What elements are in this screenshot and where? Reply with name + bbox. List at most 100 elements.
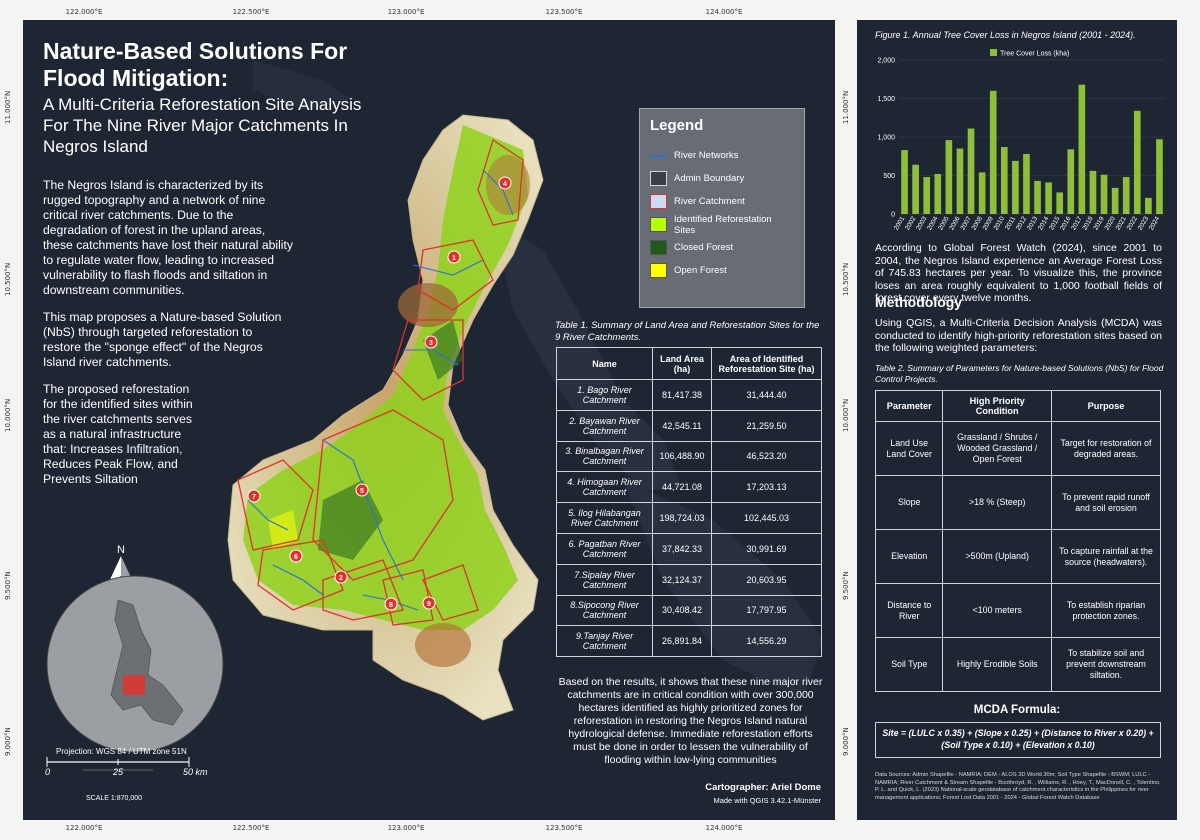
lon-label: 122.500°E [232,824,270,832]
catchment-marker-7[interactable]: 7 [247,489,261,503]
scale-label: 50 km [183,767,208,777]
bar-2023 [1145,197,1152,214]
lat-label: 9.000°N [842,727,850,756]
map-panel[interactable]: 1 2 3 4 5 6 7 8 9 N [23,20,835,820]
lon-label: 123.500°E [545,824,583,832]
table-row: 5. Ilog Hilabangan River Catchment 198,72… [556,502,822,534]
reforestation-swatch [650,217,667,232]
svg-text:9: 9 [427,601,431,608]
svg-text:1: 1 [452,255,456,262]
river-line-swatch [650,154,667,157]
bar-2008 [978,172,986,214]
lon-label: 124.000°E [705,824,743,832]
catchment-marker-3[interactable]: 3 [424,335,438,349]
bar-2016 [1067,149,1075,214]
table-header-row: Parameter High Priority Condition Purpos… [874,390,1161,422]
bar-2011 [1012,160,1019,214]
closed-forest [318,480,383,560]
data-sources: Data Sources: Admin Shapefile - NAMRIA; … [875,772,1161,801]
svg-text:N: N [117,544,125,556]
parameters-table: Parameter High Priority Condition Purpos… [874,390,1161,692]
bar-2018 [1089,170,1097,214]
table-row: 6. Pagatban River Catchment 37,842.33 30,9… [556,532,822,565]
scale-bar [46,757,190,771]
table-row: 2. Bayawan River Catchment 42,545.11 21,25… [556,409,822,442]
software-credit: Made with QGIS 3.42.1-Münster [713,796,821,805]
lon-label: 122.500°E [232,8,270,16]
legend: Legend River Networks Admin Boundary Riv… [639,108,805,308]
catchment-marker-8[interactable]: 8 [384,597,398,611]
bar-2014 [1045,182,1052,214]
bar-2004 [934,173,942,214]
map-title-block: Nature-Based Solutions For Flood Mitigat… [43,38,373,157]
svg-text:7: 7 [252,494,256,501]
legend-item-river-catchment: River Catchment [650,190,794,213]
table-header-row: Name Land Area (ha) Area of Identified R… [556,347,822,380]
table-row: Land Use Land Cover Grassland / Shrubs / … [874,421,1161,476]
table-row: 8.Sipocong River Catchment 30,408.42 17,79… [556,594,822,627]
legend-title: Legend [650,117,704,134]
bar-2009 [989,90,997,214]
legend-swatch [990,49,997,56]
scale-label: 25 [113,767,124,777]
catchment-swatch [650,194,667,209]
info-panel: Figure 1. Annual Tree Cover Loss in Negr… [857,20,1177,820]
methodology-text: Using QGIS, a Multi-Criteria Decision An… [875,317,1162,354]
y-tick-label: 1,000 [877,135,895,142]
legend-item-open-forest: Open Forest [650,259,794,282]
open-forest-swatch [650,263,667,278]
svg-text:2: 2 [339,575,343,582]
lat-label: 9.000°N [4,727,12,756]
catchment-marker-2[interactable]: 2 [334,570,348,584]
lat-label: 11.000°N [842,90,850,124]
bar-2020 [1111,187,1119,214]
tree-cover-loss-chart: 2001200220032004200520062007200820092010… [877,49,1165,232]
lon-label: 122.000°E [65,824,103,832]
lat-label: 10.000°N [4,398,12,432]
bar-2013 [1034,180,1041,214]
svg-text:6: 6 [294,554,298,561]
bar-2010 [1000,147,1008,214]
results-text: Based on the results, it shows that thes… [558,676,823,766]
lon-label: 123.500°E [545,8,583,16]
mcda-formula: Site = (LULC x 0.35) + (Slope x 0.25) + … [875,722,1161,758]
bar-2006 [956,148,964,214]
lon-label: 123.000°E [387,8,425,16]
svg-text:8: 8 [389,602,393,609]
river-network [247,169,514,611]
legend-item-admin-boundary: Admin Boundary [650,167,794,190]
map-subtitle: A Multi-Criteria Reforestation Site Anal… [43,95,362,156]
lat-label: 10.000°N [842,398,850,432]
table-row: Soil Type Highly Erodible Soils To stabili… [874,637,1161,692]
bar-2007 [967,128,975,214]
catchment-marker-5[interactable]: 5 [355,483,369,497]
closed-forest-swatch [650,240,667,255]
table1-caption: Table 1. Summary of Land Area and Refore… [555,320,820,343]
closed-forest [423,320,463,380]
bar-2015 [1056,192,1064,214]
catchment-marker-9[interactable]: 9 [422,596,436,610]
table-row: 1. Bago River Catchment 81,417.38 31,444.4… [556,379,822,411]
bar-2021 [1122,177,1130,214]
catchment-marker-4[interactable]: 4 [498,176,512,190]
catchment-marker-1[interactable]: 1 [447,250,461,264]
lat-label: 10.500°N [4,262,12,296]
projection-label: Projection: WGS 84 / UTM zone 51N [56,747,187,756]
neighbour-island [253,60,353,110]
bar-2024 [1156,139,1163,214]
methodology-title: Methodology [875,294,963,310]
legend-item-reforestation: Identified Reforestation Sites [650,213,794,236]
table-row: 3. Binalbagan River Catchment 106,488.90 4… [556,440,822,473]
catchment-marker-6[interactable]: 6 [289,549,303,563]
svg-text:4: 4 [503,181,507,188]
figure1-caption: Figure 1. Annual Tree Cover Loss in Negr… [875,30,1136,40]
open-forest [268,510,298,550]
bar-2019 [1100,174,1108,214]
lat-label: 9.500°N [4,571,12,600]
lat-label: 10.500°N [842,262,850,296]
lon-label: 123.000°E [387,824,425,832]
inset-locator-map [46,575,224,753]
intro-text: The Negros Island is characterized by it… [43,178,293,499]
mountain-relief [398,283,458,327]
bar-2001 [901,150,908,214]
